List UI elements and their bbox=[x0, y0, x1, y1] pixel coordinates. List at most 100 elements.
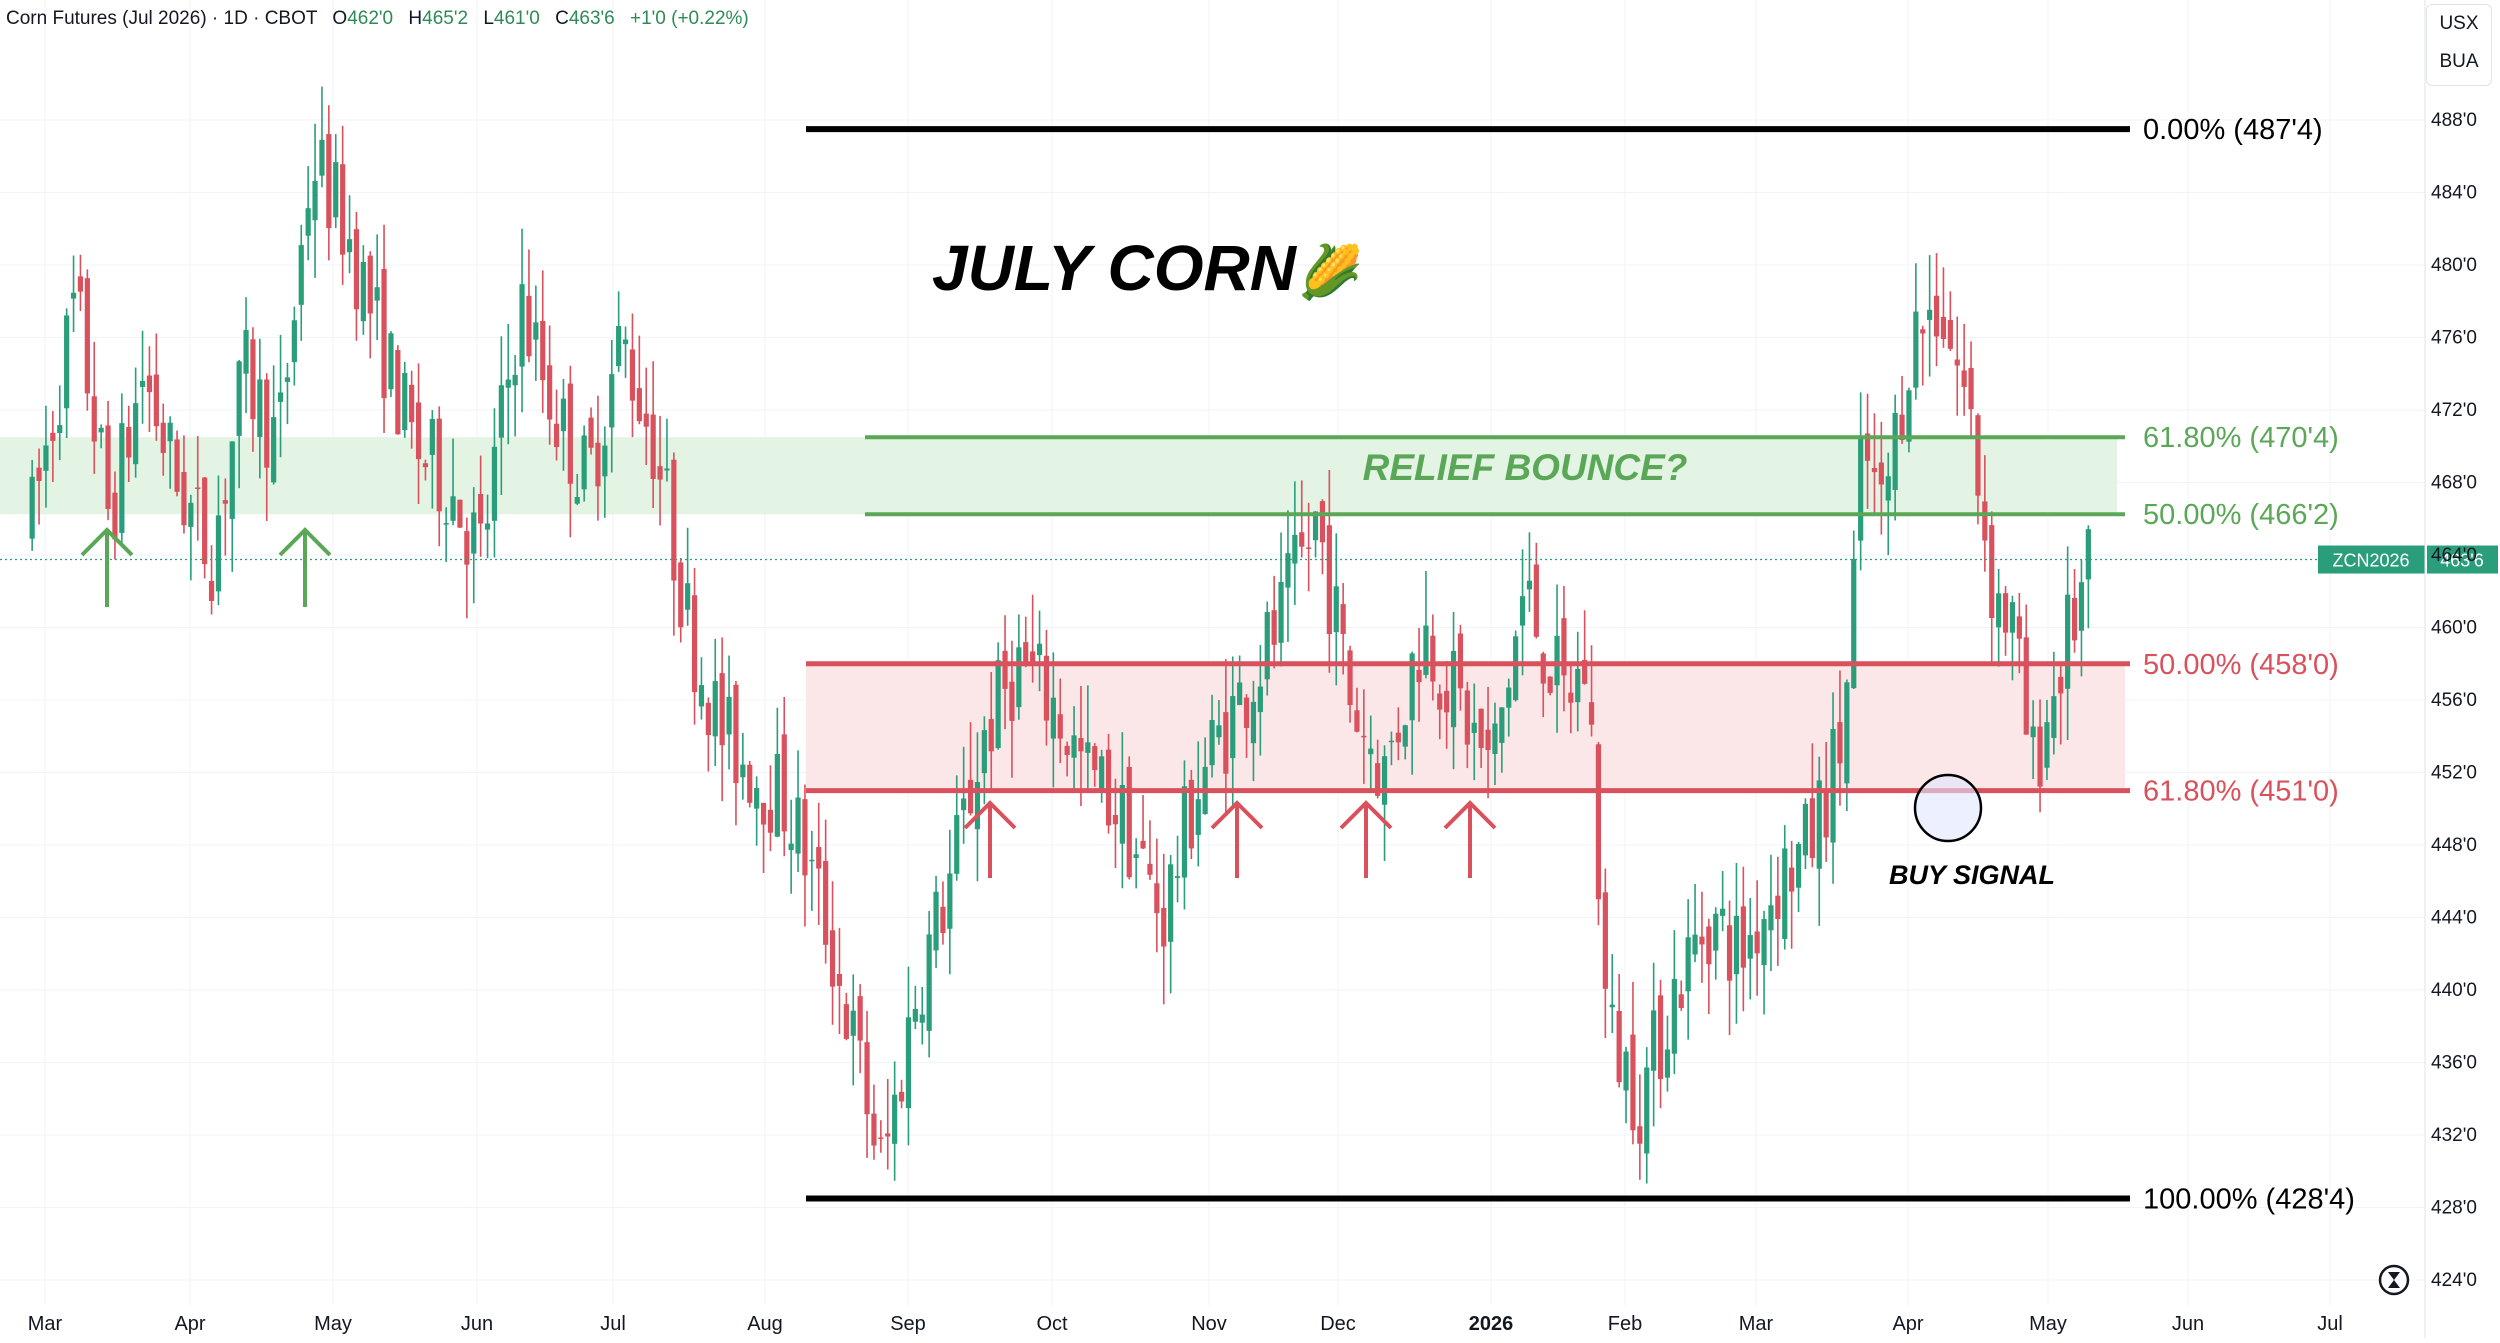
candle-body bbox=[885, 1133, 891, 1137]
candle-body bbox=[1526, 580, 1533, 590]
candle-body bbox=[1354, 710, 1360, 732]
candle-body bbox=[1720, 908, 1726, 916]
candle-body bbox=[1499, 707, 1505, 743]
candle-body bbox=[229, 441, 235, 519]
open-value: 462'0 bbox=[347, 8, 394, 29]
candle-body bbox=[678, 562, 684, 628]
candle-body bbox=[1223, 712, 1229, 774]
candle-body bbox=[1837, 722, 1843, 764]
currency-unit-box[interactable]: USX BUA bbox=[2426, 4, 2492, 86]
price-tag-value: 463'6 bbox=[2440, 551, 2483, 571]
candle-body bbox=[892, 1094, 898, 1144]
candle-body bbox=[1333, 586, 1339, 633]
candle-body bbox=[1540, 653, 1546, 684]
candle-body bbox=[1243, 697, 1250, 729]
candle-body bbox=[319, 139, 325, 176]
y-tick-label: 456'0 bbox=[2431, 690, 2477, 711]
candle-body bbox=[243, 329, 249, 374]
candle-body bbox=[1319, 501, 1326, 543]
candle-body bbox=[581, 435, 587, 490]
candle-body bbox=[547, 365, 553, 420]
candle-body bbox=[250, 339, 256, 420]
candle-body bbox=[1595, 744, 1602, 900]
candle-body bbox=[1216, 725, 1222, 738]
candle-body bbox=[574, 497, 580, 504]
candle-body bbox=[588, 417, 594, 448]
candle-body bbox=[1533, 564, 1539, 637]
candle-body bbox=[312, 180, 318, 221]
candle-body bbox=[747, 764, 753, 803]
high-value: 465'2 bbox=[422, 8, 469, 29]
candle-body bbox=[1230, 696, 1236, 759]
candle-body bbox=[236, 361, 242, 436]
support-arrow-up-head bbox=[963, 800, 1017, 830]
candle-body bbox=[36, 467, 42, 481]
x-tick-label: Nov bbox=[1191, 1313, 1227, 1335]
candle-body bbox=[1195, 799, 1201, 835]
candle-body bbox=[691, 595, 698, 693]
candle-body bbox=[864, 1042, 870, 1115]
candle-body bbox=[760, 802, 767, 825]
candle-body bbox=[2037, 726, 2043, 787]
candle-body bbox=[381, 268, 387, 399]
candle-body bbox=[636, 388, 642, 422]
candle-body bbox=[1513, 636, 1519, 701]
candle-body bbox=[981, 730, 987, 774]
candle-body bbox=[995, 660, 1001, 749]
candle-body bbox=[360, 262, 366, 322]
currency-label[interactable]: USX bbox=[2439, 13, 2479, 34]
candle-body bbox=[802, 799, 808, 876]
candle-body bbox=[1306, 547, 1312, 549]
candle-body bbox=[1726, 925, 1733, 981]
candle-body bbox=[1181, 786, 1188, 878]
candle-body bbox=[1292, 534, 1298, 564]
candle-body bbox=[353, 229, 360, 310]
candle-body bbox=[1678, 994, 1684, 1008]
candle-body bbox=[491, 446, 498, 521]
close-value: 463'6 bbox=[568, 8, 615, 29]
candle-body bbox=[512, 374, 518, 386]
corn-emoji-icon: 🌽 bbox=[1298, 241, 1363, 302]
candle-body bbox=[1099, 756, 1105, 789]
candle-body bbox=[1561, 618, 1567, 676]
candle-body bbox=[346, 239, 353, 253]
symbol-description: Corn Futures (Jul 2026) · 1D · CBOT bbox=[6, 8, 318, 29]
candle-body bbox=[622, 339, 629, 345]
candle-body bbox=[526, 295, 532, 357]
candle-body bbox=[471, 512, 477, 554]
candle-body bbox=[1437, 693, 1443, 710]
candle-body bbox=[871, 1113, 877, 1146]
candle-body bbox=[1078, 738, 1084, 752]
candle-body bbox=[643, 413, 649, 427]
y-tick-label: 464'0 bbox=[2431, 545, 2477, 566]
candle-body bbox=[153, 374, 159, 427]
candle-body bbox=[1140, 840, 1146, 849]
candle-body bbox=[1685, 937, 1691, 992]
candle-body bbox=[1416, 669, 1422, 683]
candle-body bbox=[1478, 708, 1484, 749]
candle-body bbox=[829, 930, 836, 987]
candle-body bbox=[1271, 610, 1277, 645]
candle-body bbox=[43, 445, 49, 471]
candle-body bbox=[1692, 934, 1698, 955]
candle-body bbox=[457, 499, 463, 528]
candle-body bbox=[1623, 1051, 1629, 1091]
candle-body bbox=[919, 1014, 925, 1023]
candle-body bbox=[1519, 596, 1526, 626]
x-tick-label: Sep bbox=[890, 1313, 926, 1335]
candle-body bbox=[567, 383, 573, 484]
candle-body bbox=[1568, 692, 1574, 703]
y-tick-label: 460'0 bbox=[2431, 618, 2477, 639]
timezone-clock-icon bbox=[2378, 1264, 2410, 1296]
candle-body bbox=[450, 496, 456, 521]
unit-label[interactable]: BUA bbox=[2439, 51, 2479, 72]
y-tick-label: 436'0 bbox=[2431, 1053, 2477, 1074]
relief-bounce-label: RELIEF BOUNCE? bbox=[1363, 447, 1688, 488]
candle-body bbox=[1471, 722, 1477, 733]
candle-body bbox=[1713, 913, 1719, 951]
candle-body bbox=[519, 284, 525, 367]
candle-body bbox=[1299, 532, 1305, 547]
candle-body bbox=[1616, 1010, 1622, 1083]
